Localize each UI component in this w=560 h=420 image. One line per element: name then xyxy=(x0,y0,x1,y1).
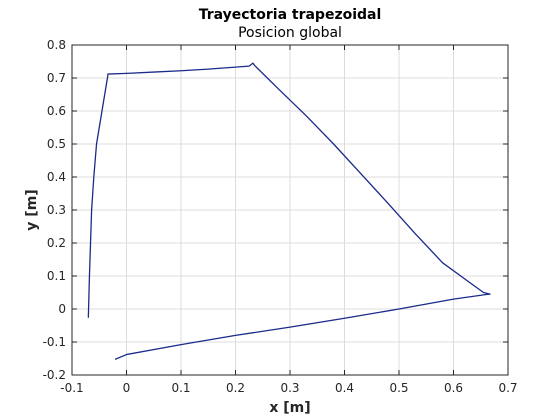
chart-title: Trayectoria trapezoidal xyxy=(199,7,382,23)
x-tick-label: 0.2 xyxy=(226,381,245,395)
y-tick-label: 0.7 xyxy=(47,71,66,85)
x-tick-label: 0.6 xyxy=(444,381,463,395)
x-tick-label: 0.5 xyxy=(389,381,408,395)
y-tick-label: 0.2 xyxy=(47,236,66,250)
y-tick-label: 0.4 xyxy=(47,170,66,184)
y-tick-label: 0.5 xyxy=(47,137,66,151)
x-tick-label: 0.4 xyxy=(335,381,354,395)
trajectory-line xyxy=(87,62,491,360)
x-tick-label: 0.1 xyxy=(171,381,190,395)
x-axis-label: x [m] xyxy=(269,400,310,416)
x-tick-label: 0 xyxy=(123,381,131,395)
y-tick-label: -0.1 xyxy=(43,335,66,349)
x-tick-label: 0.7 xyxy=(498,381,517,395)
y-axis-label: y [m] xyxy=(24,189,40,230)
chart-subtitle: Posicion global xyxy=(238,25,342,41)
ticks: -0.1 0 0.1 0.2 0.3 0.4 0.5 0.6 0.7-0.2-0.100.10.… xyxy=(43,38,518,395)
y-tick-label: 0.6 xyxy=(47,104,66,118)
y-tick-label: 0.8 xyxy=(47,38,66,52)
x-tick-label: -0.1 xyxy=(60,381,83,395)
x-tick-label: 0.3 xyxy=(280,381,299,395)
y-tick-label: -0.2 xyxy=(43,368,66,382)
series-layer xyxy=(87,62,491,360)
y-tick-label: 0.1 xyxy=(47,269,66,283)
y-tick-label: 0.3 xyxy=(47,203,66,217)
y-tick-label: 0 xyxy=(58,302,66,316)
